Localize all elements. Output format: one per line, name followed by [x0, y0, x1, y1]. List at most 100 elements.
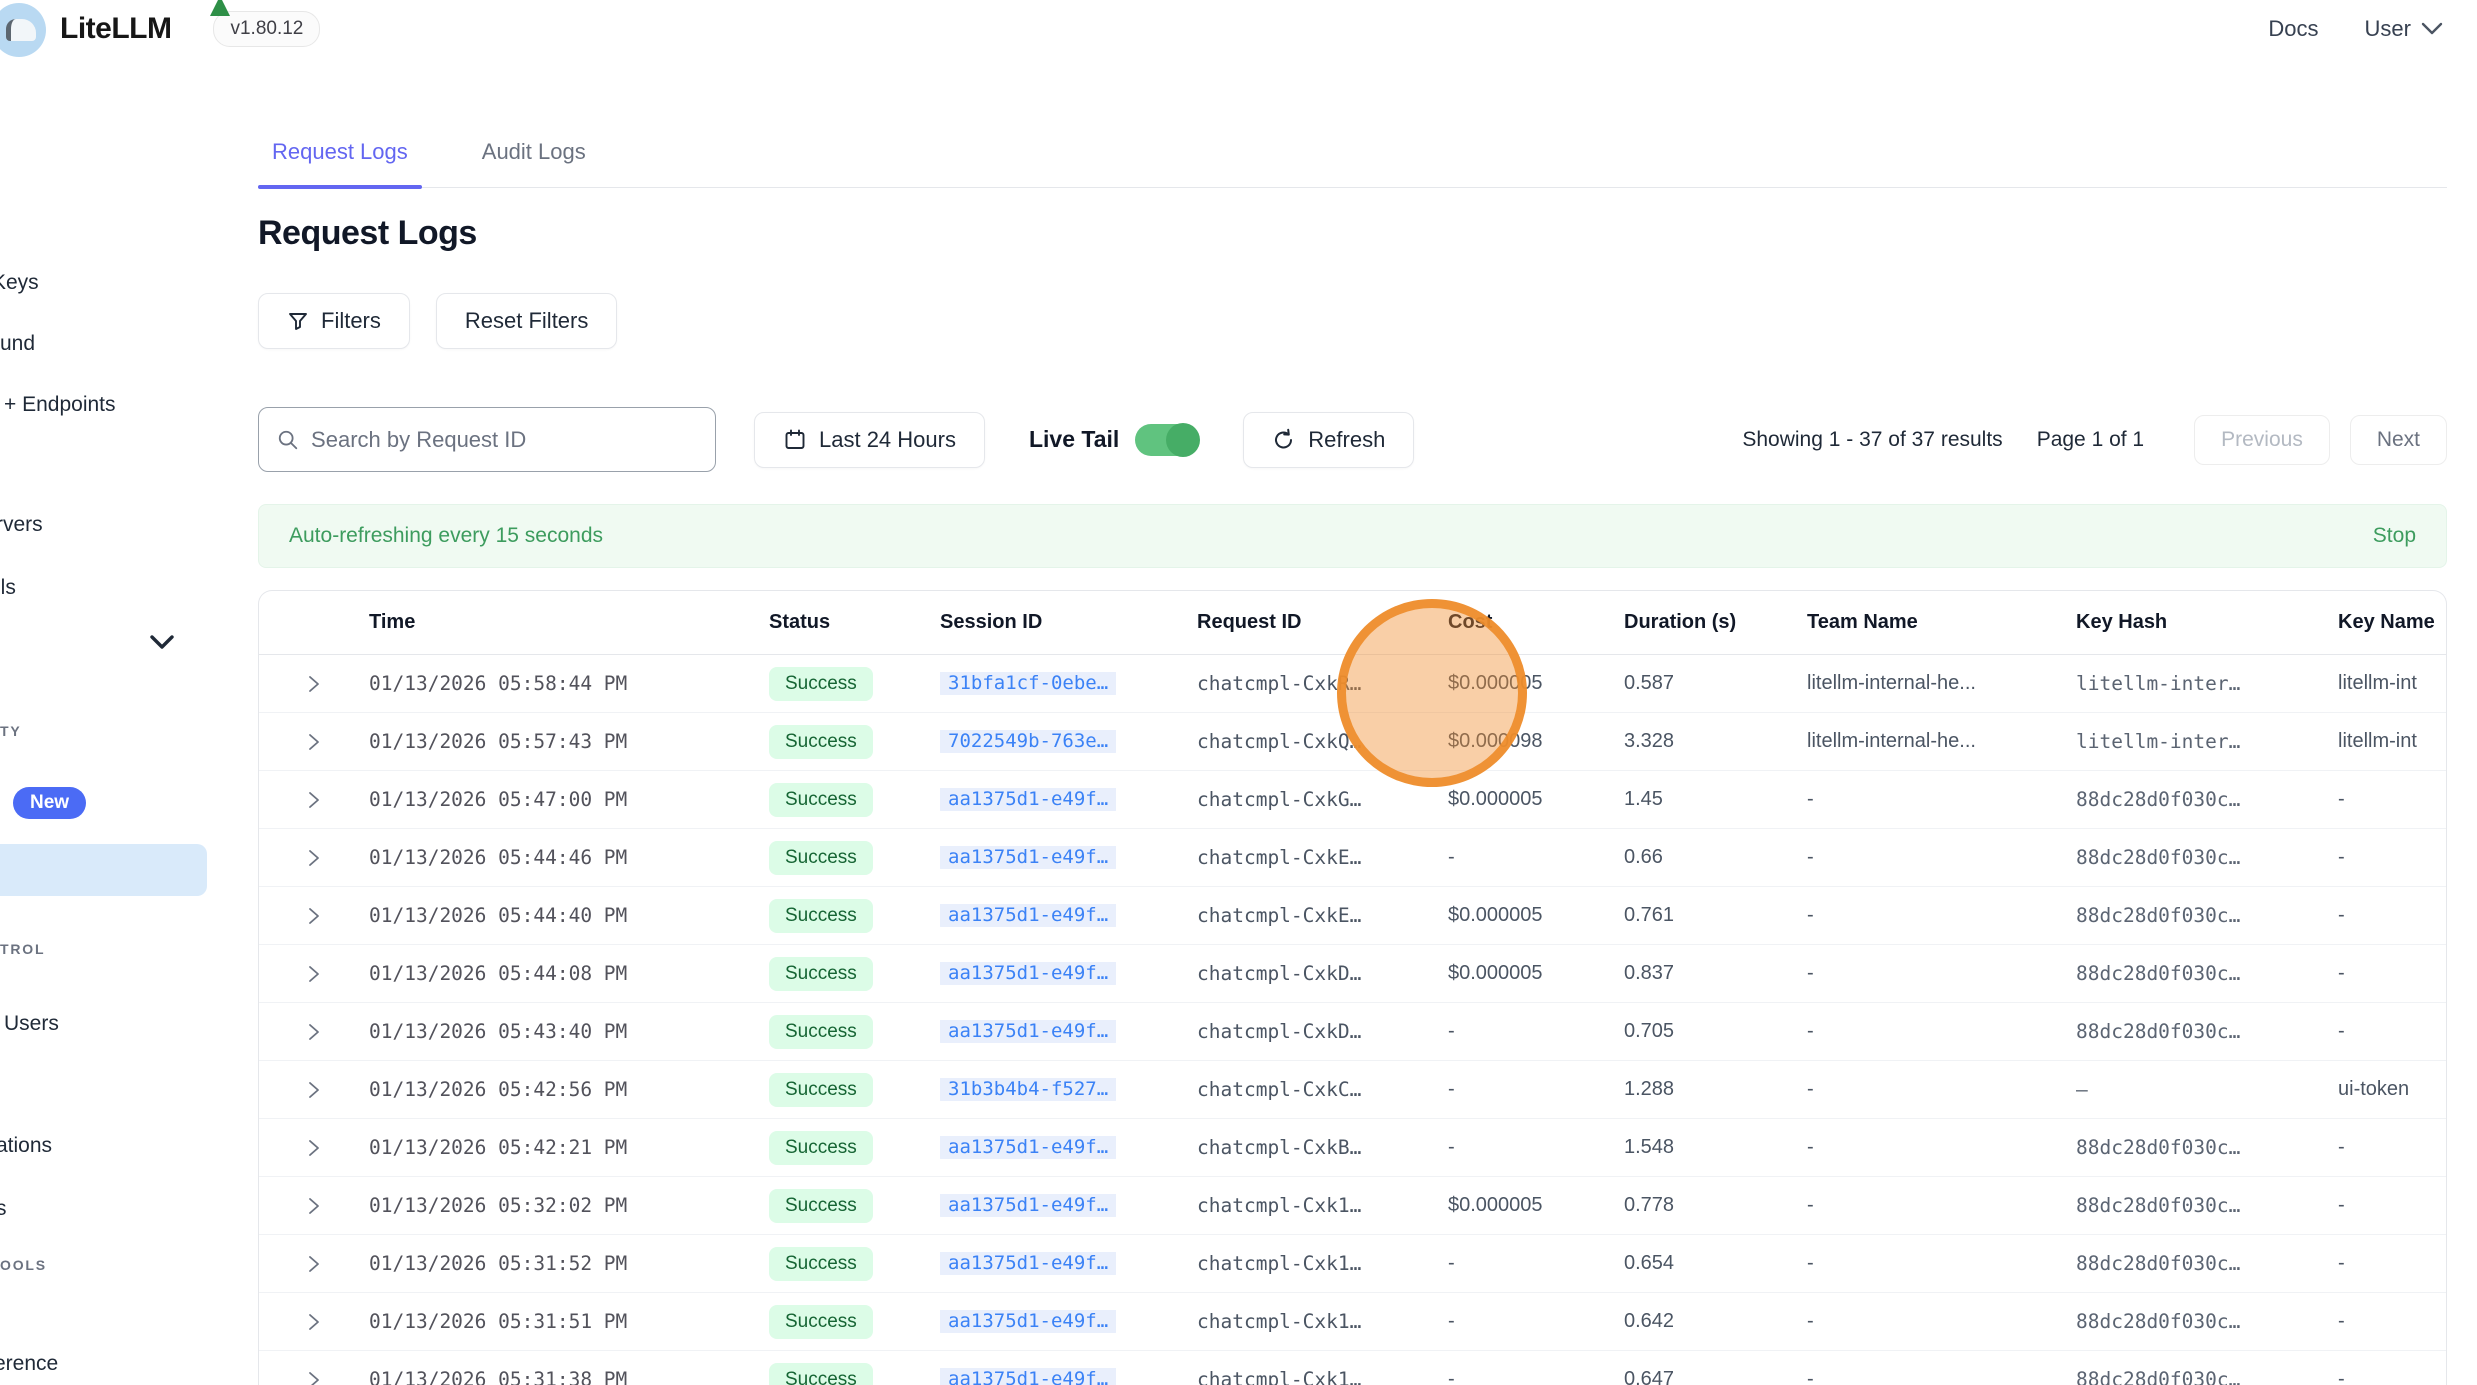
table-row[interactable]: 01/13/2026 05:44:46 PM Success aa1375d1-… — [259, 829, 2446, 887]
user-menu[interactable]: User — [2365, 16, 2443, 42]
chevron-right-icon — [309, 791, 319, 808]
row-expander[interactable] — [259, 1079, 369, 1101]
row-expander[interactable] — [259, 847, 369, 869]
tab-audit-logs[interactable]: Audit Logs — [481, 139, 586, 164]
row-expander[interactable] — [259, 963, 369, 985]
sidebar-item-playground[interactable]: und — [0, 332, 36, 355]
reset-filters-button[interactable]: Reset Filters — [435, 293, 618, 349]
session-id-link[interactable]: aa1375d1-e49f… — [940, 962, 1117, 985]
session-id-link[interactable]: 31b3b4b4-f527… — [940, 1078, 1117, 1101]
session-id-cell: aa1375d1-e49f… — [940, 904, 1197, 927]
duration-cell: 0.654 — [1624, 1252, 1675, 1274]
team-name-cell: - — [1807, 904, 1814, 926]
row-expander[interactable] — [259, 1137, 369, 1159]
table-row[interactable]: 01/13/2026 05:31:38 PM Success aa1375d1-… — [259, 1351, 2446, 1385]
time-cell: 01/13/2026 05:42:56 PM — [369, 1078, 628, 1101]
key-name-cell: - — [2338, 846, 2345, 868]
session-id-link[interactable]: aa1375d1-e49f… — [940, 1136, 1117, 1159]
refresh-button[interactable]: Refresh — [1243, 411, 1415, 468]
stop-auto-refresh-link[interactable]: Stop — [2372, 524, 2416, 547]
session-id-link[interactable]: aa1375d1-e49f… — [940, 1252, 1117, 1275]
key-hash-cell: 88dc28d0f030c… — [2076, 1310, 2241, 1333]
col-time: Time — [369, 611, 416, 633]
sidebar-item-guardrails[interactable]: ils — [0, 576, 16, 599]
session-id-link[interactable]: aa1375d1-e49f… — [940, 1310, 1117, 1333]
logs-table-card: Time Status Session ID Request ID Cost D… — [258, 590, 2447, 1385]
table-row[interactable]: 01/13/2026 05:47:00 PM Success aa1375d1-… — [259, 771, 2446, 829]
table-row[interactable]: 01/13/2026 05:43:40 PM Success aa1375d1-… — [259, 1003, 2446, 1061]
sidebar-active-item[interactable] — [0, 844, 207, 896]
status-badge: Success — [769, 1304, 873, 1339]
duration-cell: 0.647 — [1624, 1368, 1675, 1385]
page-title: Request Logs — [258, 214, 477, 252]
previous-page-button[interactable]: Previous — [2194, 414, 2330, 465]
row-expander[interactable] — [259, 1311, 369, 1333]
sidebar-item-teams[interactable]: s — [0, 1197, 7, 1220]
col-key-hash: Key Hash — [2076, 611, 2168, 633]
row-expander[interactable] — [259, 905, 369, 927]
sidebar-collapse-chevron-icon[interactable] — [148, 634, 176, 652]
sidebar-item-api-reference[interactable]: erence — [0, 1352, 59, 1375]
tab-request-logs[interactable]: Request Logs — [258, 125, 422, 189]
key-name-cell: - — [2338, 1310, 2345, 1332]
row-expander[interactable] — [259, 1021, 369, 1043]
status-cell: Success — [769, 1246, 940, 1281]
user-menu-label: User — [2364, 15, 2411, 41]
table-row[interactable]: 01/13/2026 05:42:56 PM Success 31b3b4b4-… — [259, 1061, 2446, 1119]
table-row[interactable]: 01/13/2026 05:58:44 PM Success 31bfa1cf-… — [259, 655, 2446, 713]
sidebar-item-servers[interactable]: rvers — [0, 513, 43, 536]
session-id-link[interactable]: aa1375d1-e49f… — [940, 904, 1117, 927]
row-expander[interactable] — [259, 789, 369, 811]
session-id-link[interactable]: aa1375d1-e49f… — [940, 846, 1117, 869]
row-expander[interactable] — [259, 673, 369, 695]
sidebar-item-organizations[interactable]: ations — [0, 1134, 53, 1157]
status-cell: Success — [769, 1304, 940, 1339]
table-row[interactable]: 01/13/2026 05:31:52 PM Success aa1375d1-… — [259, 1235, 2446, 1293]
search-input[interactable] — [311, 426, 697, 453]
session-id-link[interactable]: aa1375d1-e49f… — [940, 788, 1117, 811]
filters-button[interactable]: Filters — [258, 293, 410, 349]
table-row[interactable]: 01/13/2026 05:44:08 PM Success aa1375d1-… — [259, 945, 2446, 1003]
table-row[interactable]: 01/13/2026 05:42:21 PM Success aa1375d1-… — [259, 1119, 2446, 1177]
status-badge: Success — [769, 1130, 873, 1165]
key-hash-cell: 88dc28d0f030c… — [2076, 1252, 2241, 1275]
results-summary: Showing 1 - 37 of 37 results — [1742, 427, 2003, 451]
table-row[interactable]: 01/13/2026 05:57:43 PM Success 7022549b-… — [259, 713, 2446, 771]
table-row[interactable]: 01/13/2026 05:31:51 PM Success aa1375d1-… — [259, 1293, 2446, 1351]
session-id-link[interactable]: aa1375d1-e49f… — [940, 1194, 1117, 1217]
row-expander[interactable] — [259, 1253, 369, 1275]
time-cell: 01/13/2026 05:31:51 PM — [369, 1310, 628, 1333]
row-expander[interactable] — [259, 1369, 369, 1385]
key-name-cell: - — [2338, 1136, 2345, 1158]
session-id-link[interactable]: 7022549b-763e… — [940, 730, 1117, 753]
time-cell: 01/13/2026 05:44:08 PM — [369, 962, 628, 985]
key-name-cell: - — [2338, 962, 2345, 984]
session-id-link[interactable]: 31bfa1cf-0ebe… — [940, 672, 1117, 695]
session-id-link[interactable]: aa1375d1-e49f… — [940, 1020, 1117, 1043]
session-id-cell: aa1375d1-e49f… — [940, 788, 1197, 811]
chevron-right-icon — [309, 1139, 319, 1156]
table-row[interactable]: 01/13/2026 05:32:02 PM Success aa1375d1-… — [259, 1177, 2446, 1235]
time-cell: 01/13/2026 05:32:02 PM — [369, 1194, 628, 1217]
request-id-cell: chatcmpl-CxkQ… — [1197, 730, 1362, 753]
chevron-right-icon — [309, 1255, 319, 1272]
status-badge: Success — [769, 1362, 873, 1385]
sidebar-item-models-endpoints[interactable]: + Endpoints — [4, 393, 116, 416]
next-page-button[interactable]: Next — [2349, 414, 2447, 465]
key-name-cell: - — [2338, 1252, 2345, 1274]
duration-cell: 3.328 — [1624, 730, 1675, 752]
live-tail-toggle[interactable] — [1135, 422, 1201, 457]
sidebar-item-internal-users[interactable]: Users — [4, 1012, 59, 1035]
table-row[interactable]: 01/13/2026 05:44:40 PM Success aa1375d1-… — [259, 887, 2446, 945]
row-expander[interactable] — [259, 731, 369, 753]
session-id-link[interactable]: aa1375d1-e49f… — [940, 1368, 1117, 1385]
auto-refresh-banner: Auto-refreshing every 15 seconds Stop — [258, 504, 2447, 568]
session-id-cell: 7022549b-763e… — [940, 730, 1197, 753]
row-expander[interactable] — [259, 1195, 369, 1217]
docs-link[interactable]: Docs — [2268, 15, 2319, 41]
time-range-button[interactable]: Last 24 Hours — [754, 411, 985, 468]
brand-name: LiteLLM — [60, 11, 172, 45]
status-badge: Success — [769, 1072, 873, 1107]
sidebar-item-keys[interactable]: Keys — [0, 271, 39, 294]
request-id-cell: chatcmpl-Cxk1… — [1197, 1194, 1362, 1217]
